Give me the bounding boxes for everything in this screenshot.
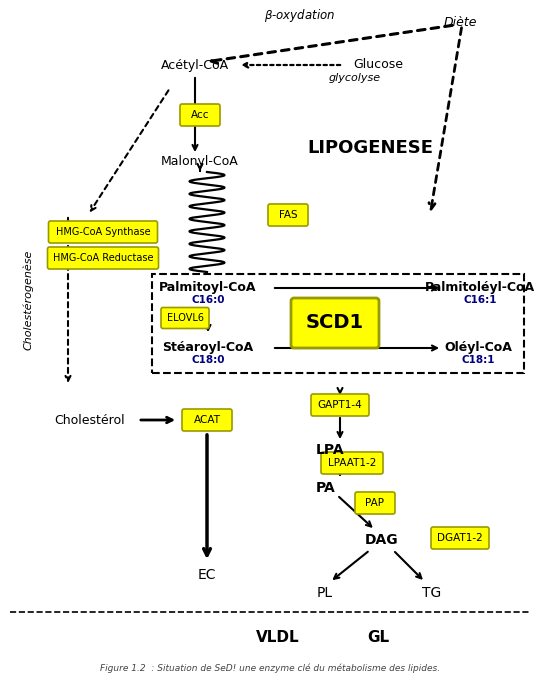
Text: HMG-CoA Reductase: HMG-CoA Reductase bbox=[53, 253, 153, 263]
Text: C18:0: C18:0 bbox=[191, 355, 225, 365]
Text: PAP: PAP bbox=[366, 498, 384, 508]
Text: Acétyl-CoA: Acétyl-CoA bbox=[161, 59, 229, 72]
FancyBboxPatch shape bbox=[180, 104, 220, 126]
Text: C18:1: C18:1 bbox=[461, 355, 495, 365]
Text: $\beta$-oxydation: $\beta$-oxydation bbox=[265, 7, 336, 24]
Text: Figure 1.2  : Situation de SeD! une enzyme clé du métabolisme des lipides.: Figure 1.2 : Situation de SeD! une enzym… bbox=[100, 663, 440, 673]
Text: PA: PA bbox=[316, 481, 336, 495]
Text: LIPOGENESE: LIPOGENESE bbox=[307, 139, 433, 157]
FancyBboxPatch shape bbox=[268, 204, 308, 226]
Text: glycolyse: glycolyse bbox=[329, 73, 381, 83]
Text: Diète: Diète bbox=[443, 16, 477, 28]
Text: HMG-CoA Synthase: HMG-CoA Synthase bbox=[56, 227, 150, 237]
Text: Malonyl-CoA: Malonyl-CoA bbox=[161, 155, 239, 168]
FancyBboxPatch shape bbox=[182, 409, 232, 431]
Text: GAPT1-4: GAPT1-4 bbox=[318, 400, 362, 410]
Text: C16:1: C16:1 bbox=[463, 295, 497, 305]
Text: EC: EC bbox=[198, 568, 216, 582]
Text: DGAT1-2: DGAT1-2 bbox=[437, 533, 483, 543]
Text: PL: PL bbox=[317, 586, 333, 600]
Text: Stéaroyl-CoA: Stéaroyl-CoA bbox=[163, 341, 254, 354]
Text: DAG: DAG bbox=[365, 533, 399, 547]
FancyBboxPatch shape bbox=[355, 492, 395, 514]
Text: Acc: Acc bbox=[191, 110, 210, 120]
Text: TG: TG bbox=[422, 586, 442, 600]
Text: C16:0: C16:0 bbox=[191, 295, 225, 305]
Text: Palmitoyl-CoA: Palmitoyl-CoA bbox=[159, 281, 256, 295]
FancyBboxPatch shape bbox=[291, 298, 379, 348]
Text: VLDL: VLDL bbox=[256, 631, 300, 646]
Text: Glucose: Glucose bbox=[353, 59, 403, 72]
FancyBboxPatch shape bbox=[48, 247, 159, 269]
Text: ACAT: ACAT bbox=[193, 415, 220, 425]
FancyBboxPatch shape bbox=[431, 527, 489, 549]
Text: Palmitoléyl-CoA: Palmitoléyl-CoA bbox=[425, 281, 535, 295]
Text: Cholestérogenèse: Cholestérogenèse bbox=[23, 250, 33, 350]
Text: SCD1: SCD1 bbox=[306, 314, 364, 333]
FancyBboxPatch shape bbox=[161, 308, 209, 329]
Text: ELOVL6: ELOVL6 bbox=[166, 313, 204, 323]
Text: FAS: FAS bbox=[279, 210, 298, 220]
FancyBboxPatch shape bbox=[49, 221, 158, 243]
Text: LPA: LPA bbox=[316, 443, 345, 457]
FancyBboxPatch shape bbox=[321, 452, 383, 474]
FancyBboxPatch shape bbox=[311, 394, 369, 416]
Text: LPAAT1-2: LPAAT1-2 bbox=[328, 458, 376, 468]
Text: GL: GL bbox=[367, 631, 389, 646]
Text: Oléyl-CoA: Oléyl-CoA bbox=[444, 341, 512, 354]
Text: Cholestérol: Cholestérol bbox=[55, 414, 125, 427]
Bar bbox=[152, 274, 524, 373]
